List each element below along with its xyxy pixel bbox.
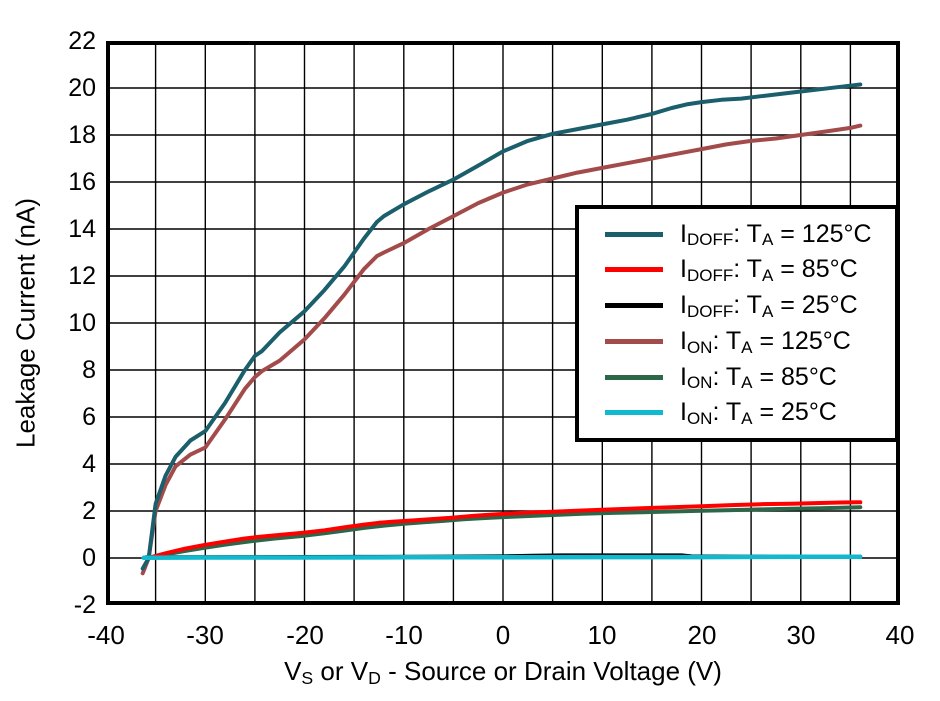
- legend-label-ion-85: ION: TA = 85°C: [680, 362, 837, 393]
- legend-label-ion-25: ION: TA = 25°C: [680, 398, 837, 428]
- y-tick-label: 14: [68, 215, 96, 243]
- subscript-text: ON: [686, 408, 713, 428]
- series-line-ion-125: [140, 123, 863, 576]
- x-tick-label: 0: [495, 620, 511, 650]
- legend-entry-ion-25: ION: TA = 25°C: [605, 398, 891, 428]
- legend-swatch-ion-125: [605, 338, 663, 344]
- subscript-text: DOFF: [686, 230, 734, 250]
- legend-swatch-ion-85: [605, 374, 663, 380]
- x-tick-label: -10: [385, 620, 423, 650]
- y-tick-label: 22: [68, 27, 96, 55]
- legend-entry-idoff-25: IDOFF: TA = 25°C: [605, 291, 891, 321]
- series-line-idoff-85: [145, 500, 863, 560]
- subscript-text: A: [741, 337, 753, 357]
- legend-entry-idoff-85: IDOFF: TA = 85°C: [605, 255, 891, 286]
- y-tick-label: 16: [68, 168, 96, 196]
- y-tick-label: 8: [82, 356, 96, 384]
- y-tick-label: 0: [82, 544, 96, 572]
- subscript-text: A: [741, 408, 753, 428]
- legend-entry-ion-85: ION: TA = 85°C: [605, 363, 891, 392]
- subscript-text: A: [761, 266, 774, 286]
- legend-swatch-idoff-25: [605, 303, 663, 309]
- subscript-text: ON: [686, 337, 713, 357]
- legend-swatch-ion-25: [605, 410, 663, 416]
- y-tick-label: 12: [68, 262, 96, 290]
- x-tick-label: -20: [286, 620, 324, 650]
- x-tick-label: 30: [786, 620, 816, 650]
- y-tick-label: 4: [82, 450, 96, 478]
- legend-label-idoff-125: IDOFF: TA = 125°C: [680, 219, 872, 250]
- y-tick-label: 20: [68, 74, 96, 102]
- subscript-text: A: [761, 301, 774, 321]
- legend-entry-ion-125: ION: TA = 125°C: [605, 326, 891, 357]
- legend-swatch-idoff-125: [605, 231, 663, 237]
- y-tick-label: 6: [82, 403, 96, 431]
- subscript-text: S: [301, 667, 314, 688]
- legend-box: IDOFF: TA = 125°C IDOFF: TA = 85°C IDOFF: …: [575, 205, 899, 442]
- legend-label-idoff-25: IDOFF: TA = 25°C: [680, 291, 858, 321]
- subscript-text: A: [741, 373, 753, 393]
- series-line-ion-85: [145, 505, 863, 560]
- x-tick-label: -40: [87, 620, 125, 650]
- x-tick-label: 40: [885, 620, 915, 650]
- subscript-text: DOFF: [686, 301, 734, 321]
- x-tick-label: 20: [687, 620, 717, 650]
- subscript-text: A: [761, 230, 774, 250]
- series-line-ion-25: [141, 554, 863, 561]
- x-tick-label: -30: [186, 620, 224, 650]
- y-tick-label: 18: [68, 121, 96, 149]
- subscript-text: ON: [686, 373, 713, 393]
- y-tick-label: -2: [73, 591, 96, 619]
- x-tick-label: 10: [587, 620, 617, 650]
- legend-swatch-idoff-85: [605, 267, 663, 273]
- series-line-idoff-125: [140, 82, 863, 571]
- subscript-text: D: [368, 667, 381, 688]
- legend-entry-idoff-125: IDOFF: TA = 125°C: [605, 220, 891, 249]
- y-tick-label: 10: [68, 309, 96, 337]
- y-tick-label: 2: [82, 497, 96, 525]
- x-axis-title: VS or VD - Source or Drain Voltage (V): [284, 656, 722, 688]
- legend-label-ion-125: ION: TA = 125°C: [680, 326, 851, 357]
- subscript-text: DOFF: [686, 266, 734, 286]
- legend-label-idoff-85: IDOFF: TA = 85°C: [680, 255, 858, 286]
